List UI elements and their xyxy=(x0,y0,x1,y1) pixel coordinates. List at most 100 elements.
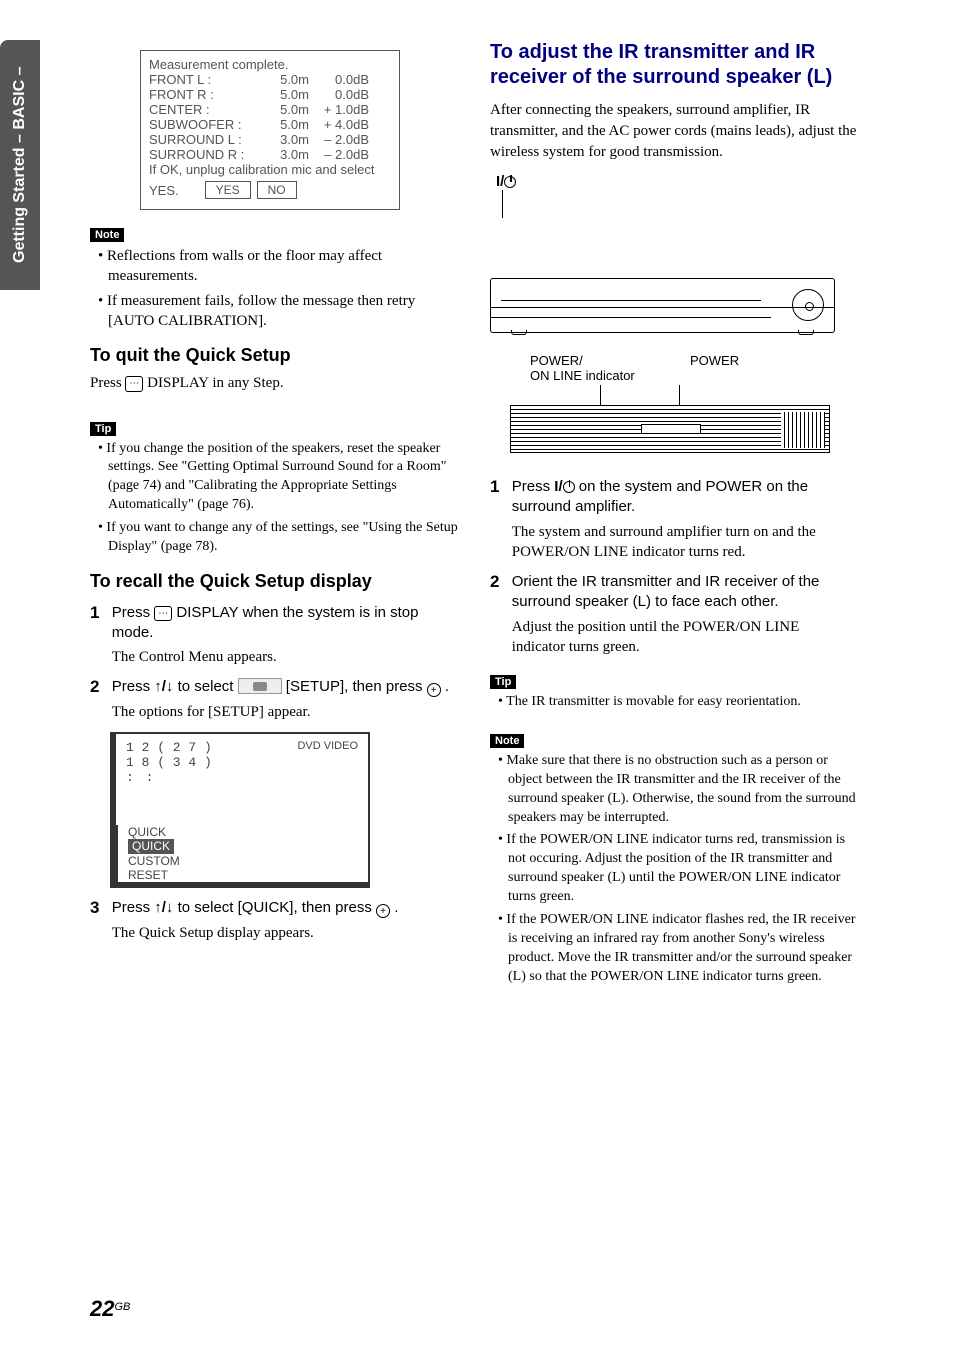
list-item: The IR transmitter is movable for easy r… xyxy=(498,693,860,712)
text: to select [QUICK], then press xyxy=(173,899,376,916)
step-text: Adjust the position until the POWER/ON L… xyxy=(512,617,852,658)
text: Press xyxy=(112,604,155,621)
power-symbol-label: I/ xyxy=(496,173,860,190)
meas-label: SURROUND L : xyxy=(149,132,259,147)
meas-dist: 5.0m xyxy=(259,87,309,102)
meas-db: 0.0dB xyxy=(309,72,369,87)
text: DISPLAY in any Step. xyxy=(143,375,283,391)
step-head: Press I/ on the system and POWER on the … xyxy=(512,478,808,515)
text: Press xyxy=(90,375,125,391)
page-number: 22GB xyxy=(90,1296,130,1322)
list-item: Make sure that there is no obstruction s… xyxy=(498,752,860,828)
system-unit-diagram xyxy=(490,278,835,333)
step-1: 1 Press ⋯ DISPLAY when the system is in … xyxy=(90,603,460,668)
text: Press xyxy=(112,899,155,916)
heading-quit: To quit the Quick Setup xyxy=(90,345,460,367)
table-row: FRONT R :5.0m0.0dB xyxy=(149,87,391,102)
power-label: POWER xyxy=(690,353,739,383)
meas-label: SURROUND R : xyxy=(149,147,259,162)
step-head: Press ⋯ DISPLAY when the system is in st… xyxy=(112,604,419,641)
step-number: 1 xyxy=(90,603,108,623)
step-head: Press ↑/↓ to select [SETUP], then press … xyxy=(112,678,449,695)
menu-item: RESET xyxy=(124,868,358,882)
setup-menu: QUICK QUICK CUSTOM RESET xyxy=(116,825,358,883)
meas-label: FRONT R : xyxy=(149,87,259,102)
text: 1 2 ( 2 7 ) xyxy=(126,740,212,755)
meas-db: – 2.0dB xyxy=(309,147,369,162)
step-number: 2 xyxy=(490,572,508,592)
menu-item: QUICK xyxy=(124,825,358,839)
meas-yes-label: YES. xyxy=(149,183,179,198)
arrows-icon: ↑/↓ xyxy=(154,899,173,916)
tip-list: If you change the position of the speake… xyxy=(90,440,460,557)
table-row: SUBWOOFER :5.0m+ 4.0dB xyxy=(149,117,391,132)
table-row: SURROUND R :3.0m– 2.0dB xyxy=(149,147,391,162)
meas-db: 0.0dB xyxy=(309,87,369,102)
text: Press xyxy=(112,678,155,695)
text: to select xyxy=(173,678,237,695)
list-item: If the POWER/ON LINE indicator turns red… xyxy=(498,831,860,907)
heading-ir-adjust: To adjust the IR transmitter and IR rece… xyxy=(490,40,860,90)
text: : : xyxy=(126,770,212,785)
ir-para: After connecting the speakers, surround … xyxy=(490,100,860,163)
amp-labels: POWER/ ON LINE indicator POWER xyxy=(530,353,860,383)
dvd-video-label: DVD VIDEO xyxy=(297,740,358,785)
left-column: Measurement complete. FRONT L :5.0m0.0dB… xyxy=(90,40,460,991)
setup-screen: 1 2 ( 2 7 ) 1 8 ( 3 4 ) : : DVD VIDEO QU… xyxy=(110,732,370,889)
measurement-title: Measurement complete. xyxy=(149,57,391,72)
tip-list: The IR transmitter is movable for easy r… xyxy=(490,693,860,712)
table-row: SURROUND L :3.0m– 2.0dB xyxy=(149,132,391,147)
step-text: The Quick Setup display appears. xyxy=(112,923,452,943)
setup-icon xyxy=(238,678,282,694)
side-tab: Getting Started – BASIC – xyxy=(0,40,40,290)
enter-icon: + xyxy=(427,683,441,697)
page-content: Measurement complete. FRONT L :5.0m0.0dB… xyxy=(90,40,860,991)
text: 1 8 ( 3 4 ) xyxy=(126,755,212,770)
note-list: Reflections from walls or the floor may … xyxy=(90,246,460,331)
arrows-icon: ↑/↓ xyxy=(154,678,173,695)
display-icon: ⋯ xyxy=(125,376,143,392)
note-list: Make sure that there is no obstruction s… xyxy=(490,752,860,987)
meas-db: + 4.0dB xyxy=(309,117,369,132)
step-number: 2 xyxy=(90,677,108,697)
tip-badge: Tip xyxy=(490,675,516,689)
step-head: Press ↑/↓ to select [QUICK], then press … xyxy=(112,899,399,916)
menu-item-selected: QUICK xyxy=(128,839,174,853)
list-item: If you change the position of the speake… xyxy=(98,440,460,516)
text: [SETUP], then press xyxy=(282,678,427,695)
r-step-1: 1 Press I/ on the system and POWER on th… xyxy=(490,477,860,562)
meas-label: FRONT L : xyxy=(149,72,259,87)
enter-icon: + xyxy=(376,904,390,918)
note-badge: Note xyxy=(90,228,124,242)
power-online-label: ON LINE indicator xyxy=(530,368,690,383)
step-text: The system and surround amplifier turn o… xyxy=(512,522,852,563)
meas-db: – 2.0dB xyxy=(309,132,369,147)
text: Press xyxy=(512,478,555,495)
yes-button[interactable]: YES xyxy=(205,181,251,199)
display-icon: ⋯ xyxy=(154,606,172,622)
meas-dist: 5.0m xyxy=(259,117,309,132)
heading-recall: To recall the Quick Setup display xyxy=(90,571,460,593)
no-button[interactable]: NO xyxy=(257,181,297,199)
amplifier-diagram xyxy=(510,385,830,453)
meas-dist: 5.0m xyxy=(259,72,309,87)
meas-db: + 1.0dB xyxy=(309,102,369,117)
step-number: 1 xyxy=(490,477,508,497)
page-gb: GB xyxy=(114,1301,130,1313)
step-text: The Control Menu appears. xyxy=(112,647,452,667)
table-row: FRONT L :5.0m0.0dB xyxy=(149,72,391,87)
step-text: The options for [SETUP] appear. xyxy=(112,702,452,722)
power-online-label: POWER/ xyxy=(530,353,690,368)
meas-dist: 3.0m xyxy=(259,132,309,147)
list-item: If you want to change any of the setting… xyxy=(98,519,460,557)
step-head: Orient the IR transmitter and IR receive… xyxy=(512,573,820,610)
meas-ok-line: If OK, unplug calibration mic and select xyxy=(149,162,391,177)
page-num-value: 22 xyxy=(90,1296,114,1321)
list-item: Reflections from walls or the floor may … xyxy=(98,246,460,287)
note-badge: Note xyxy=(490,734,524,748)
step-number: 3 xyxy=(90,898,108,918)
meas-dist: 3.0m xyxy=(259,147,309,162)
list-item: If the POWER/ON LINE indicator flashes r… xyxy=(498,911,860,987)
right-column: To adjust the IR transmitter and IR rece… xyxy=(490,40,860,991)
quit-text: Press ⋯ DISPLAY in any Step. xyxy=(90,373,460,394)
